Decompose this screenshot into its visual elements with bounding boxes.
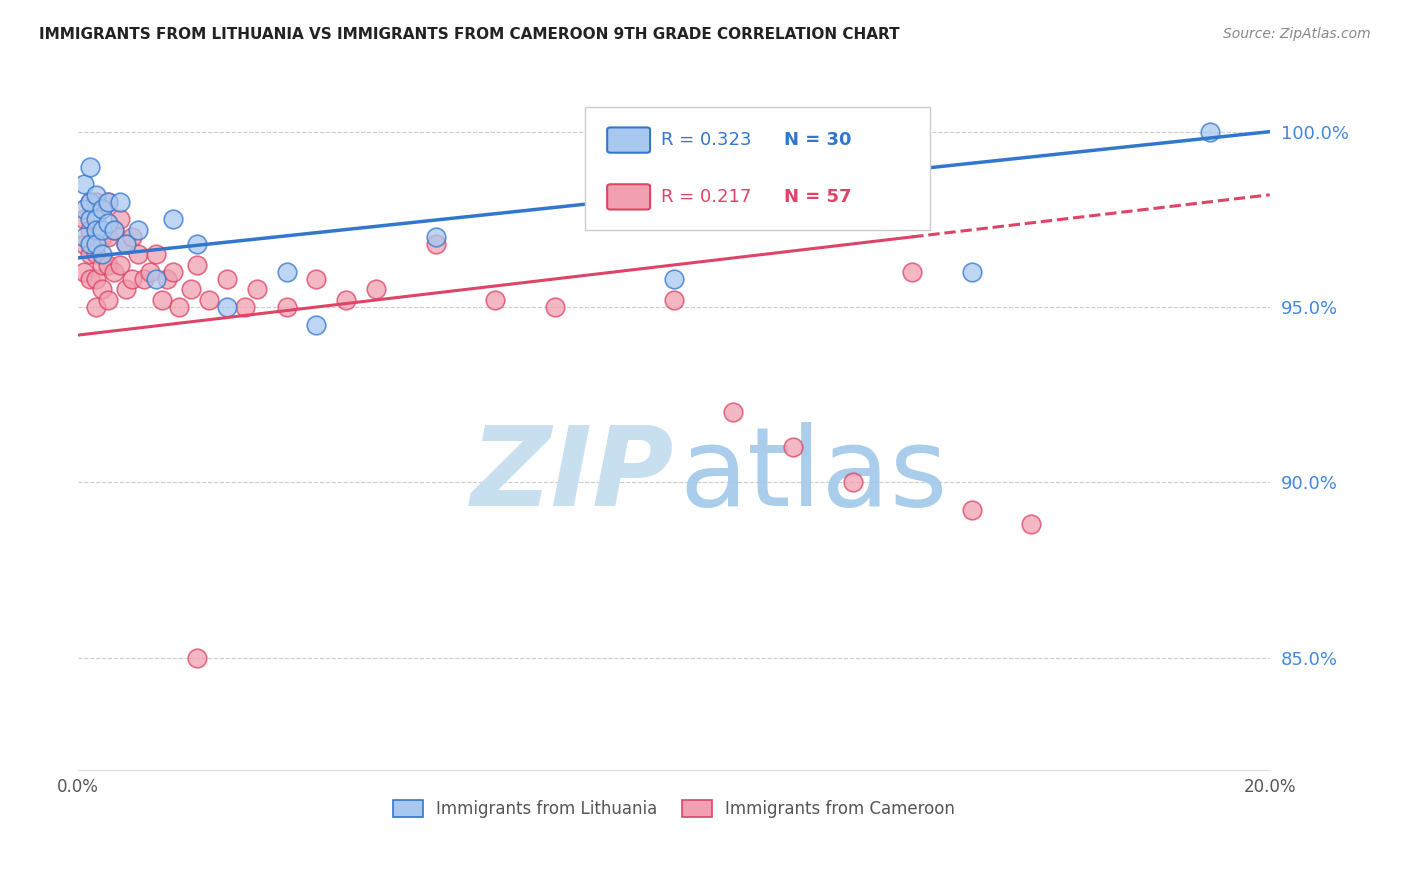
- Point: [215, 272, 238, 286]
- Point: [97, 230, 120, 244]
- Point: [79, 212, 101, 227]
- Point: [73, 230, 96, 244]
- Point: [335, 293, 357, 307]
- Point: [73, 265, 96, 279]
- Point: [91, 230, 114, 244]
- Point: [91, 223, 114, 237]
- Point: [91, 283, 114, 297]
- Point: [84, 223, 107, 237]
- Point: [114, 283, 136, 297]
- Point: [233, 300, 256, 314]
- Point: [108, 212, 131, 227]
- Point: [103, 265, 125, 279]
- Point: [84, 300, 107, 314]
- Text: ZIP: ZIP: [471, 422, 673, 529]
- Text: N = 57: N = 57: [783, 188, 851, 206]
- Point: [103, 223, 125, 237]
- Point: [162, 265, 184, 279]
- Point: [97, 194, 120, 209]
- Point: [108, 258, 131, 272]
- Point: [901, 265, 924, 279]
- Point: [73, 202, 96, 216]
- Point: [97, 258, 120, 272]
- Point: [84, 223, 107, 237]
- Point: [84, 272, 107, 286]
- Point: [79, 223, 101, 237]
- Point: [180, 283, 202, 297]
- Point: [114, 236, 136, 251]
- Point: [91, 202, 114, 216]
- Point: [97, 216, 120, 230]
- Point: [425, 236, 447, 251]
- Point: [215, 300, 238, 314]
- Point: [79, 236, 101, 251]
- Point: [91, 258, 114, 272]
- Point: [103, 223, 125, 237]
- Text: R = 0.217: R = 0.217: [661, 188, 751, 206]
- FancyBboxPatch shape: [607, 128, 650, 153]
- Point: [276, 265, 298, 279]
- Point: [79, 194, 101, 209]
- Point: [84, 194, 107, 209]
- Point: [91, 202, 114, 216]
- Point: [79, 194, 101, 209]
- Point: [150, 293, 173, 307]
- Point: [79, 160, 101, 174]
- Point: [169, 300, 191, 314]
- Point: [121, 230, 143, 244]
- Point: [841, 475, 863, 490]
- Point: [132, 272, 155, 286]
- Point: [544, 300, 567, 314]
- Point: [186, 236, 208, 251]
- Text: R = 0.323: R = 0.323: [661, 131, 751, 149]
- Point: [186, 258, 208, 272]
- Point: [91, 247, 114, 261]
- Point: [662, 272, 685, 286]
- Point: [145, 247, 167, 261]
- Text: Source: ZipAtlas.com: Source: ZipAtlas.com: [1223, 27, 1371, 41]
- Point: [79, 272, 101, 286]
- Point: [108, 194, 131, 209]
- Point: [484, 293, 506, 307]
- FancyBboxPatch shape: [607, 185, 650, 210]
- Point: [305, 318, 328, 332]
- Point: [198, 293, 221, 307]
- Point: [662, 293, 685, 307]
- Point: [723, 405, 745, 419]
- Point: [84, 187, 107, 202]
- Point: [121, 272, 143, 286]
- Point: [79, 247, 101, 261]
- Point: [364, 283, 387, 297]
- Point: [145, 272, 167, 286]
- Point: [114, 236, 136, 251]
- Point: [138, 265, 160, 279]
- Point: [73, 178, 96, 192]
- Point: [246, 283, 269, 297]
- Point: [97, 293, 120, 307]
- Point: [305, 272, 328, 286]
- Point: [127, 223, 149, 237]
- Point: [960, 503, 983, 517]
- Point: [162, 212, 184, 227]
- Point: [1021, 517, 1043, 532]
- Point: [186, 650, 208, 665]
- Point: [276, 300, 298, 314]
- Text: atlas: atlas: [681, 422, 949, 529]
- Point: [425, 230, 447, 244]
- Point: [97, 194, 120, 209]
- Point: [127, 247, 149, 261]
- Point: [84, 236, 107, 251]
- Legend: Immigrants from Lithuania, Immigrants from Cameroon: Immigrants from Lithuania, Immigrants fr…: [385, 793, 962, 825]
- FancyBboxPatch shape: [585, 107, 931, 230]
- Text: N = 30: N = 30: [783, 131, 851, 149]
- Point: [960, 265, 983, 279]
- Point: [1199, 125, 1222, 139]
- Point: [84, 247, 107, 261]
- Point: [156, 272, 179, 286]
- Text: IMMIGRANTS FROM LITHUANIA VS IMMIGRANTS FROM CAMEROON 9TH GRADE CORRELATION CHAR: IMMIGRANTS FROM LITHUANIA VS IMMIGRANTS …: [39, 27, 900, 42]
- Point: [73, 236, 96, 251]
- Point: [782, 440, 804, 454]
- Point: [73, 212, 96, 227]
- Point: [84, 212, 107, 227]
